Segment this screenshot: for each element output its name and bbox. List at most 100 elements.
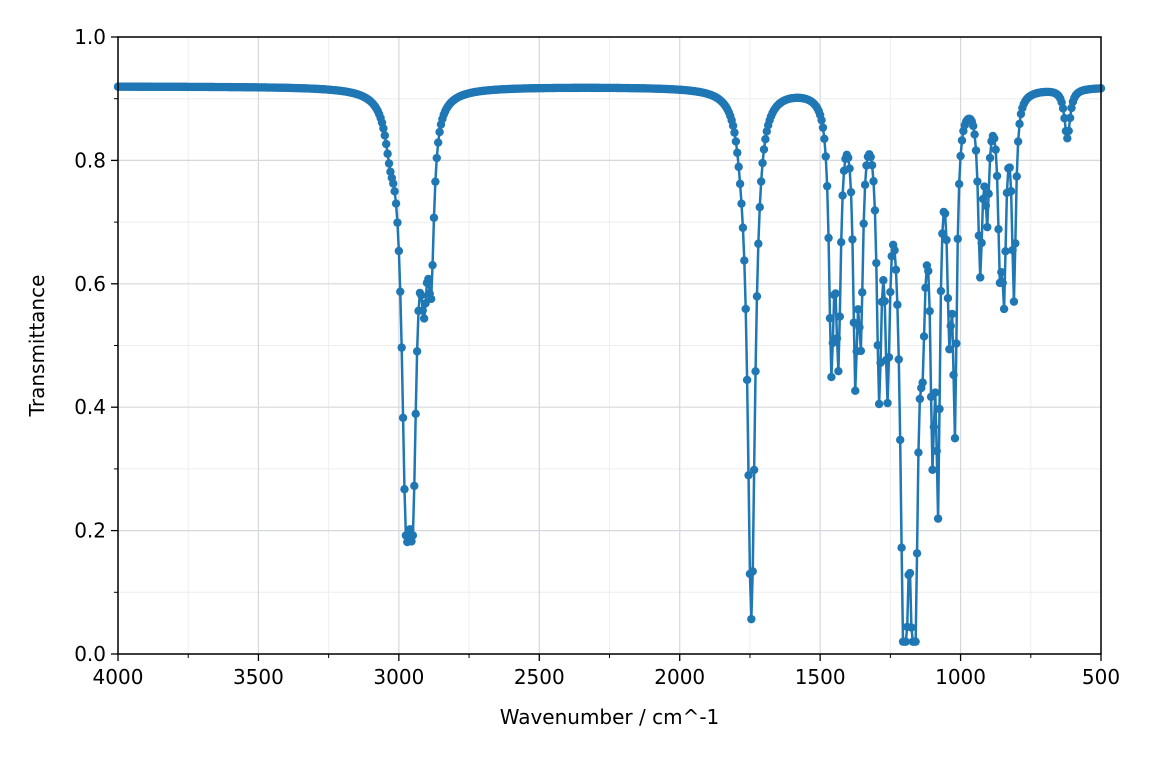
data-point [738,223,748,232]
y-tick-label: 1.0 [74,25,106,49]
data-point [433,138,443,147]
data-point [866,152,875,162]
y-tick-label: 0.8 [74,148,106,172]
data-point [933,514,943,523]
data-point [891,265,901,274]
data-point [980,182,989,191]
data-point [734,162,743,172]
data-point [429,213,439,222]
y-tick-label: 0.4 [74,395,106,419]
x-tick-label: 4000 [93,665,144,689]
data-point [817,115,826,125]
data-point [818,123,828,132]
data-point [755,203,764,212]
data-point [931,388,940,397]
data-point [1001,247,1010,256]
data-point [759,145,769,154]
data-point [879,276,888,285]
data-point [935,404,944,414]
data-point [883,398,892,408]
data-point [751,367,760,376]
data-point [380,131,390,140]
data-point [761,135,770,144]
data-point [821,152,830,161]
data-point [394,246,404,256]
data-point [728,121,738,130]
data-point [956,151,965,161]
data-point [756,177,766,186]
data-point [971,146,981,155]
y-tick-label: 0.0 [74,642,106,666]
data-point [428,260,437,270]
data-point [932,446,941,456]
data-point [901,637,910,646]
data-point [874,399,884,409]
data-point [985,153,995,163]
data-point [419,314,429,323]
data-point [858,288,867,297]
data-point [928,465,937,474]
data-point [981,201,991,210]
y-axis-ticks: 0.0 0.2 0.4 0.6 0.8 1.0 [74,25,118,666]
data-point [990,134,999,143]
data-point [408,531,418,540]
data-point [895,435,905,445]
data-point [853,305,863,314]
data-point [824,233,833,243]
data-point [936,286,946,296]
data-point [870,206,880,215]
data-point [417,291,426,300]
data-point [851,386,860,395]
y-tick-label: 0.2 [74,519,106,543]
data-point [749,465,759,475]
data-point [740,256,749,265]
data-point [924,266,933,276]
data-point [846,187,856,197]
data-point [983,222,992,232]
data-point [834,367,843,376]
data-point [943,293,953,303]
data-point [915,394,925,404]
data-point [1058,104,1068,113]
data-point [860,180,870,190]
data-point [991,145,1000,154]
data-point [431,177,440,186]
data-point [953,234,962,244]
data-point [1063,134,1072,143]
data-point [969,121,978,131]
data-point [435,127,444,137]
data-point [390,187,399,196]
data-point [947,309,957,319]
data-point [855,323,864,332]
data-point [890,246,899,255]
data-point [754,239,763,248]
x-tick-label: 2500 [514,665,565,689]
data-point [838,191,847,200]
x-tick-label: 1000 [935,665,986,689]
data-point [974,231,984,240]
data-point [1006,187,1016,196]
data-point [914,448,923,457]
data-point [1008,245,1017,255]
data-point [1064,126,1073,136]
data-point [832,334,842,343]
data-point [412,347,422,356]
x-tick-label: 3500 [233,665,284,689]
data-point [752,292,762,301]
data-point [912,549,922,558]
data-point [432,153,441,163]
data-point [845,164,854,173]
data-point [731,137,741,146]
data-point [747,614,756,624]
x-tick-label: 500 [1082,665,1120,689]
data-point [741,304,750,314]
data-point [894,355,903,364]
data-point [950,434,960,443]
data-point [978,194,988,204]
data-point [1005,163,1014,172]
data-point [970,130,979,139]
data-point [837,238,846,247]
data-point [379,124,388,133]
